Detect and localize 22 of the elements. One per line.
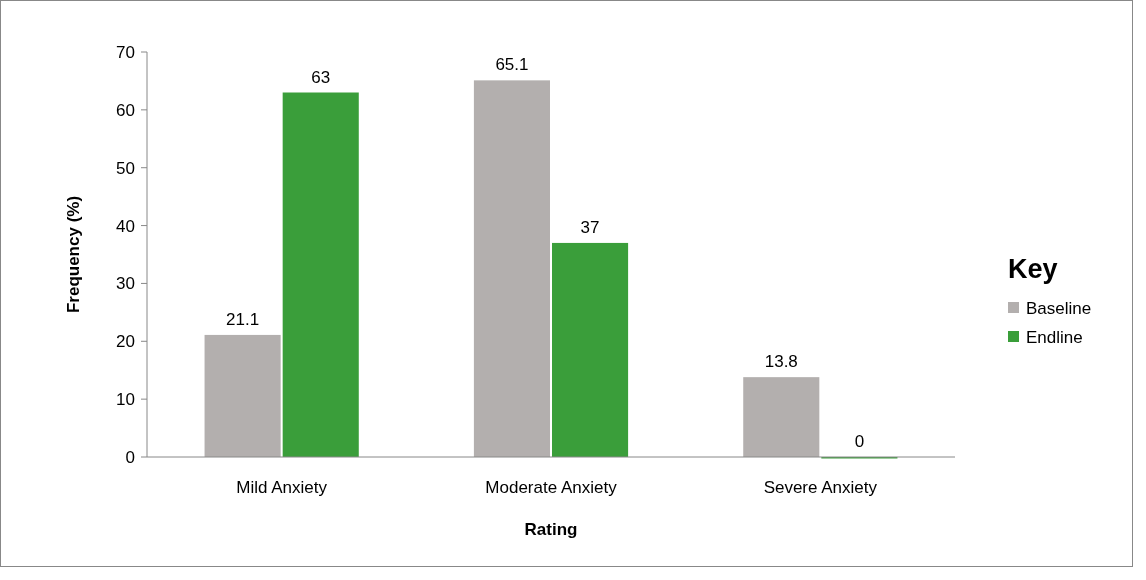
y-tick-label: 20	[116, 332, 135, 352]
legend-label: Baseline	[1026, 298, 1092, 318]
y-tick-label: 30	[116, 274, 135, 294]
y-tick-label: 60	[116, 100, 135, 120]
data-label: 13.8	[764, 352, 798, 372]
x-tick-label: Mild Anxiety	[236, 478, 328, 497]
data-label: 21.1	[226, 309, 260, 329]
data-label: 0	[854, 432, 865, 451]
x-axis-title: Rating	[524, 520, 578, 539]
y-tick-label: 50	[116, 158, 135, 178]
data-label: 63	[311, 67, 331, 87]
y-tick-label: 70	[116, 42, 135, 62]
data-label: 37	[580, 217, 600, 237]
y-tick-label: 10	[116, 390, 135, 410]
legend-label: Endline	[1026, 327, 1083, 347]
y-tick-label: 40	[116, 216, 135, 236]
x-tick-label: Moderate Anxiety	[485, 478, 618, 497]
y-tick-label: 0	[125, 447, 135, 467]
data-label: 65.1	[495, 55, 529, 75]
x-tick-label: Severe Anxiety	[763, 478, 878, 497]
legend-title: Key	[1008, 254, 1058, 284]
y-axis-title: Frequency (%)	[64, 195, 83, 314]
